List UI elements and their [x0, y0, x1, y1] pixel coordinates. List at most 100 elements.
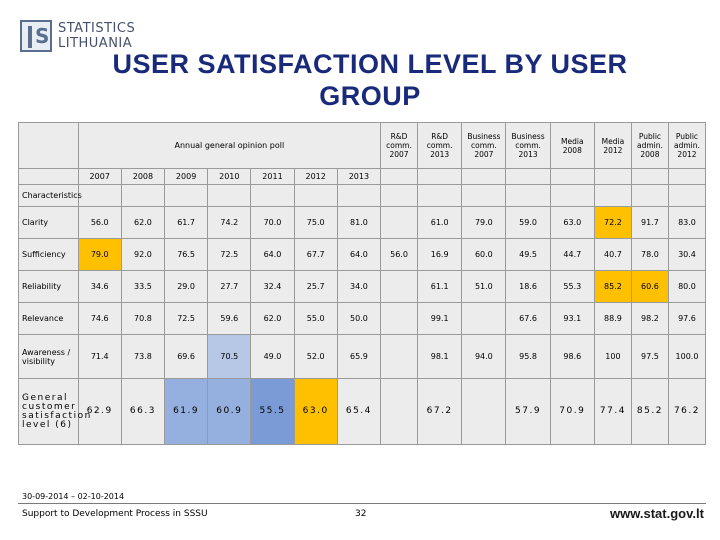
page-number: 32 — [355, 509, 367, 519]
table-row: General customer satisfaction level (6) 6… — [18, 378, 707, 445]
value-cell: 51.0 — [461, 270, 507, 303]
value-cell: 59.0 — [505, 206, 551, 239]
value-cell: 99.1 — [417, 302, 463, 335]
value-cell: 16.9 — [417, 238, 463, 271]
poll-header: Annual general opinion poll — [77, 122, 382, 169]
value-cell: 55.0 — [293, 302, 338, 335]
value-cell: 70.8 — [120, 302, 166, 335]
value-cell: 49.5 — [505, 238, 551, 271]
col-header: Public admin. 2008 — [630, 122, 669, 169]
value-cell: 70.5 — [207, 334, 252, 379]
value-cell: 77.4 — [593, 378, 632, 445]
logo-text: STATISTICS LITHUANIA — [58, 21, 135, 51]
value-cell: 61.7 — [164, 206, 209, 239]
value-cell: 67.2 — [417, 378, 463, 445]
value-cell: 79.0 — [461, 206, 507, 239]
footer-divider — [18, 503, 706, 504]
value-cell: 100 — [593, 334, 632, 379]
value-cell: 74.2 — [207, 206, 252, 239]
col-header: R&D comm. 2013 — [417, 122, 463, 169]
col-header: R&D comm. 2007 — [380, 122, 419, 169]
value-cell: 76.5 — [164, 238, 209, 271]
value-cell: 72.2 — [593, 206, 632, 239]
value-cell: 98.1 — [417, 334, 463, 379]
value-cell: 97.5 — [630, 334, 669, 379]
value-cell: 71.4 — [77, 334, 122, 379]
year-header: 2008 — [120, 168, 166, 185]
footer-date: 30-09-2014 – 02-10-2014 — [22, 492, 125, 501]
value-cell: 34.0 — [336, 270, 382, 303]
value-cell: 62.0 — [120, 206, 166, 239]
slide-title: USER SATISFACTION LEVEL BY USER GROUP — [112, 49, 628, 111]
col-header: Media 2008 — [549, 122, 595, 169]
row-label: Clarity — [18, 206, 79, 239]
website-link[interactable]: www.stat.gov.lt — [610, 506, 704, 521]
value-cell: 63.0 — [549, 206, 595, 239]
value-cell: 78.0 — [630, 238, 669, 271]
value-cell: 52.0 — [293, 334, 338, 379]
col-header: Public admin. 2012 — [667, 122, 707, 169]
value-cell: 62.9 — [77, 378, 122, 445]
value-cell: 98.6 — [549, 334, 595, 379]
table-row: Awareness / visibility 71.4 73.8 69.6 70.5 49… — [18, 334, 707, 379]
value-cell: 44.7 — [549, 238, 595, 271]
value-cell: 95.8 — [505, 334, 551, 379]
value-cell: 67.7 — [293, 238, 338, 271]
year-header: 2010 — [207, 168, 252, 185]
value-cell: 27.7 — [207, 270, 252, 303]
value-cell: 80.0 — [667, 270, 707, 303]
value-cell: 63.0 — [293, 378, 338, 445]
value-cell: 69.6 — [164, 334, 209, 379]
value-cell: 49.0 — [250, 334, 295, 379]
value-cell: 40.7 — [593, 238, 632, 271]
value-cell: 67.6 — [505, 302, 551, 335]
row-label: Awareness / visibility — [18, 334, 79, 379]
value-cell: 61.1 — [417, 270, 463, 303]
col-header: Media 2012 — [593, 122, 632, 169]
value-cell — [380, 302, 419, 335]
table-row: Clarity 56.0 62.0 61.7 74.2 70.0 75.0 81.0 61.0 7… — [18, 206, 707, 239]
logo-mark-icon: S — [20, 20, 52, 52]
value-cell: 70.0 — [250, 206, 295, 239]
value-cell: 66.3 — [120, 378, 166, 445]
value-cell: 25.7 — [293, 270, 338, 303]
value-cell: 74.6 — [77, 302, 122, 335]
value-cell: 62.0 — [250, 302, 295, 335]
row-label: Reliability — [18, 270, 79, 303]
value-cell: 60.6 — [630, 270, 669, 303]
value-cell: 79.0 — [77, 238, 122, 271]
value-cell: 34.6 — [77, 270, 122, 303]
year-header: 2013 — [336, 168, 382, 185]
statistics-lithuania-logo: S STATISTICS LITHUANIA — [20, 20, 170, 54]
value-cell — [461, 302, 507, 335]
value-cell: 72.5 — [207, 238, 252, 271]
value-cell: 81.0 — [336, 206, 382, 239]
row-label: Relevance — [18, 302, 79, 335]
value-cell: 94.0 — [461, 334, 507, 379]
row-label: Sufficiency — [18, 238, 79, 271]
value-cell: 85.2 — [593, 270, 632, 303]
year-header: 2012 — [293, 168, 338, 185]
value-cell: 64.0 — [250, 238, 295, 271]
table-row: Reliability 34.6 33.5 29.0 27.7 32.4 25.7 34.0 6… — [18, 270, 707, 303]
value-cell: 70.9 — [549, 378, 595, 445]
row-label: General customer satisfaction level (6) — [18, 378, 90, 445]
value-cell: 73.8 — [120, 334, 166, 379]
value-cell: 56.0 — [380, 238, 419, 271]
corner-cell — [18, 122, 79, 169]
value-cell: 55.5 — [250, 378, 295, 445]
value-cell: 92.0 — [120, 238, 166, 271]
value-cell: 60.9 — [207, 378, 252, 445]
value-cell: 93.1 — [549, 302, 595, 335]
value-cell: 56.0 — [77, 206, 122, 239]
year-header: 2009 — [164, 168, 209, 185]
characteristics-label: Characteristics — [18, 184, 82, 207]
footer-project: Support to Development Process in SSSU — [22, 509, 208, 519]
year-header: 2007 — [77, 168, 122, 185]
value-cell: 65.9 — [336, 334, 382, 379]
value-cell: 18.6 — [505, 270, 551, 303]
value-cell: 60.0 — [461, 238, 507, 271]
value-cell — [461, 378, 507, 445]
col-header: Business comm. 2013 — [505, 122, 551, 169]
value-cell — [380, 378, 419, 445]
